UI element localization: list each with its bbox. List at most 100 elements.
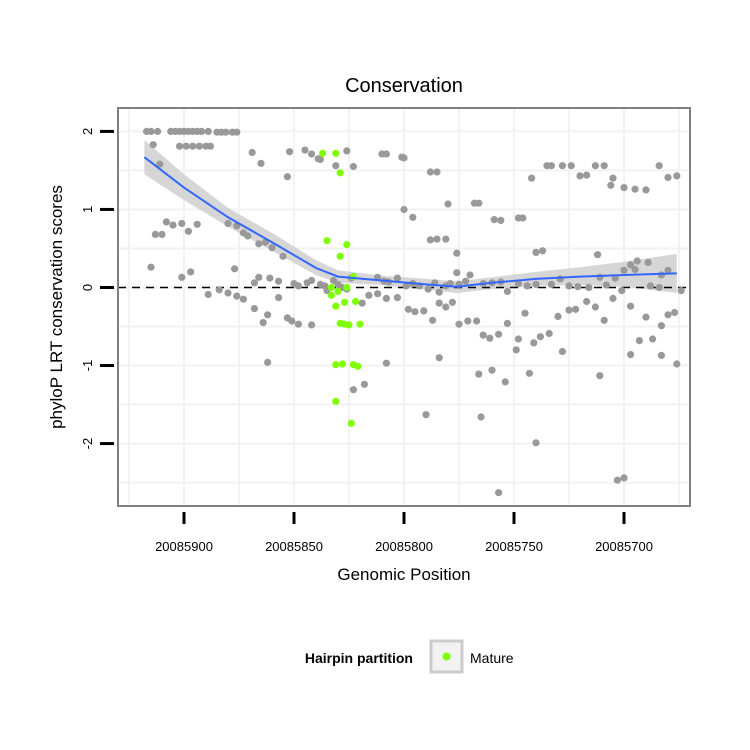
point [583,171,591,179]
point [497,216,505,224]
point [677,287,685,295]
point [664,173,672,182]
point [187,268,195,276]
x-tick-label: 20085900 [155,539,213,554]
confidence-ribbon [144,140,677,293]
plot-border [117,107,691,507]
y-tick-label: 2 [80,128,95,135]
mature-point [336,169,344,177]
mature-point [343,241,351,249]
point [233,128,241,136]
mature-point [327,283,335,292]
mature-point [332,149,340,157]
point [206,142,214,150]
point [402,282,410,290]
x-tick-label: 20085750 [485,539,543,554]
point [204,127,212,135]
point [224,289,232,297]
point [332,162,340,170]
point [655,162,663,170]
point [189,142,197,150]
point [602,281,611,289]
mature-point [334,287,342,295]
point [257,159,265,167]
point [453,249,461,257]
point [519,214,527,222]
point [442,235,450,243]
point [360,380,368,388]
point [349,386,357,394]
point [464,317,472,325]
point [448,298,456,306]
point [286,148,294,156]
point [490,216,498,224]
point [642,186,650,194]
chart-title: Conservation [345,75,463,97]
point [365,291,373,299]
point [178,273,186,281]
point [400,154,408,162]
point [554,312,562,320]
point [182,142,190,150]
point [475,199,483,207]
point [433,168,441,176]
point [444,200,452,208]
point [657,322,666,330]
point [435,299,443,307]
point [169,221,177,229]
point [556,275,564,283]
point [158,230,166,238]
point [316,155,324,164]
point [404,305,412,313]
point [565,306,573,314]
point [442,303,450,311]
point [545,329,553,338]
point [620,266,628,274]
y-axis: -2 -1 0 1 2 [80,128,114,449]
point [400,205,408,214]
point [453,269,461,277]
point [393,274,401,282]
point [572,305,580,313]
point [248,148,256,157]
point [486,334,494,342]
point [618,287,626,295]
point [600,162,608,170]
y-tick-label: 0 [80,284,95,291]
point [149,141,157,149]
point [475,370,483,378]
point [565,282,573,290]
point [512,346,520,354]
point [539,247,547,255]
mature-point [319,149,327,157]
mature-point [347,419,355,427]
point [521,309,529,317]
point [523,282,531,290]
point [495,489,503,497]
point [433,235,441,243]
point [429,316,437,324]
point [594,251,602,259]
point [655,283,663,292]
point [259,319,267,327]
data-points [143,127,685,497]
point [473,317,481,325]
point [583,297,591,306]
point [627,261,635,269]
point [411,308,419,316]
point [426,168,434,176]
mature-point [327,291,335,299]
grid-lines [118,108,690,506]
point [224,219,232,228]
point [620,184,628,192]
point [477,413,485,421]
point [633,257,641,265]
point [532,439,540,447]
point [308,321,316,329]
point [530,339,538,347]
point [264,311,272,319]
point [294,320,302,328]
point [393,294,401,302]
point [646,282,655,290]
plot-area [117,107,691,507]
